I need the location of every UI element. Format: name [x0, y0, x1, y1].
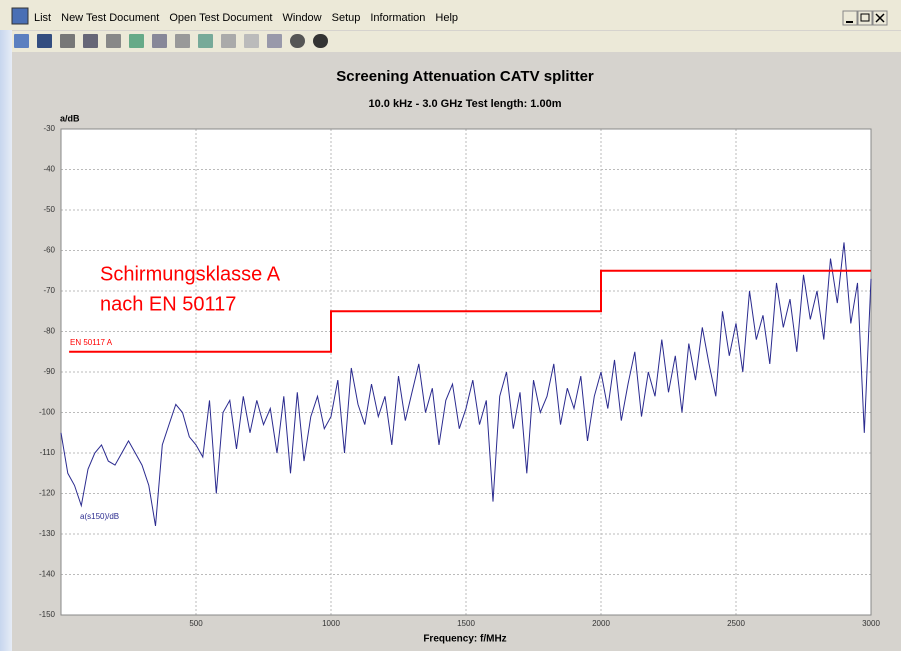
chart-subtitle: 10.0 kHz - 3.0 GHz Test length: 1.00m [369, 98, 562, 110]
app-icon [11, 7, 29, 25]
y-tick-label: -100 [39, 408, 56, 417]
menu-item[interactable]: Help [435, 12, 458, 24]
restore-glyph [860, 13, 870, 22]
y-axis-label: a/dB [60, 113, 80, 123]
chart-title: Screening Attenuation CATV splitter [336, 68, 594, 85]
toolbar-button[interactable] [129, 34, 144, 48]
toolbar-button[interactable] [37, 34, 52, 48]
toolbar-button[interactable] [152, 34, 167, 48]
toolbar-button[interactable] [290, 34, 305, 48]
toolbar [12, 31, 901, 52]
x-tick-label: 2500 [727, 619, 745, 628]
menu-item[interactable]: Information [370, 12, 425, 24]
y-tick-label: -130 [39, 529, 56, 538]
toolbar-bg [12, 31, 901, 52]
toolbar-button[interactable] [14, 34, 29, 48]
close-glyph [875, 13, 885, 23]
x-tick-label: 1500 [457, 619, 475, 628]
window-controls[interactable] [842, 10, 888, 26]
menu-item[interactable]: Window [283, 12, 322, 24]
toolbar-button[interactable] [221, 34, 236, 48]
y-tick-label: -30 [43, 124, 55, 133]
toolbar-button[interactable] [244, 34, 259, 48]
toolbar-button[interactable] [83, 34, 98, 48]
annotation: nach EN 50117 [100, 293, 236, 315]
y-tick-label: -50 [43, 205, 55, 214]
series-line [69, 269, 871, 353]
menu-item[interactable]: New Test Document [61, 12, 159, 24]
toolbar-button[interactable] [60, 34, 75, 48]
series-label: EN 50117 A [70, 338, 113, 347]
chart: -30 -40 -50 -60 -70 -80 -90 -100 -110 -120 -130 -14… [39, 124, 880, 628]
menu-item[interactable]: List [34, 12, 51, 24]
y-tick-label: -60 [43, 246, 55, 255]
annotation: Schirmungsklasse A [100, 263, 281, 285]
y-tick-label: -80 [43, 327, 55, 336]
x-tick-label: 3000 [862, 619, 880, 628]
series-line [60, 242, 872, 526]
menu-item[interactable]: Open Test Document [169, 12, 272, 24]
series-label: a(s150)/dB [80, 512, 119, 521]
y-tick-label: -40 [43, 165, 55, 174]
toolbar-button[interactable] [198, 34, 213, 48]
menu-item[interactable]: Setup [332, 12, 361, 24]
desktop-edge [0, 0, 12, 651]
x-tick-label: 500 [189, 619, 203, 628]
restore[interactable] [857, 10, 873, 26]
y-tick-label: -70 [43, 286, 55, 295]
toolbar-button[interactable] [267, 34, 282, 48]
y-tick-label: -120 [39, 489, 56, 498]
x-tick-label: 1000 [322, 619, 340, 628]
y-tick-label: -140 [39, 570, 56, 579]
plot-border [60, 128, 872, 616]
y-tick-label: -90 [43, 367, 55, 376]
toolbar-button[interactable] [313, 34, 328, 48]
toolbar-button[interactable] [175, 34, 190, 48]
toolbar-button[interactable] [106, 34, 121, 48]
x-tick-label: 2000 [592, 619, 610, 628]
y-tick-label: -110 [40, 448, 56, 457]
menu-bar [0, 0, 901, 30]
y-tick-label: -150 [39, 610, 56, 619]
x-axis-label: Frequency: f/MHz [423, 634, 506, 645]
